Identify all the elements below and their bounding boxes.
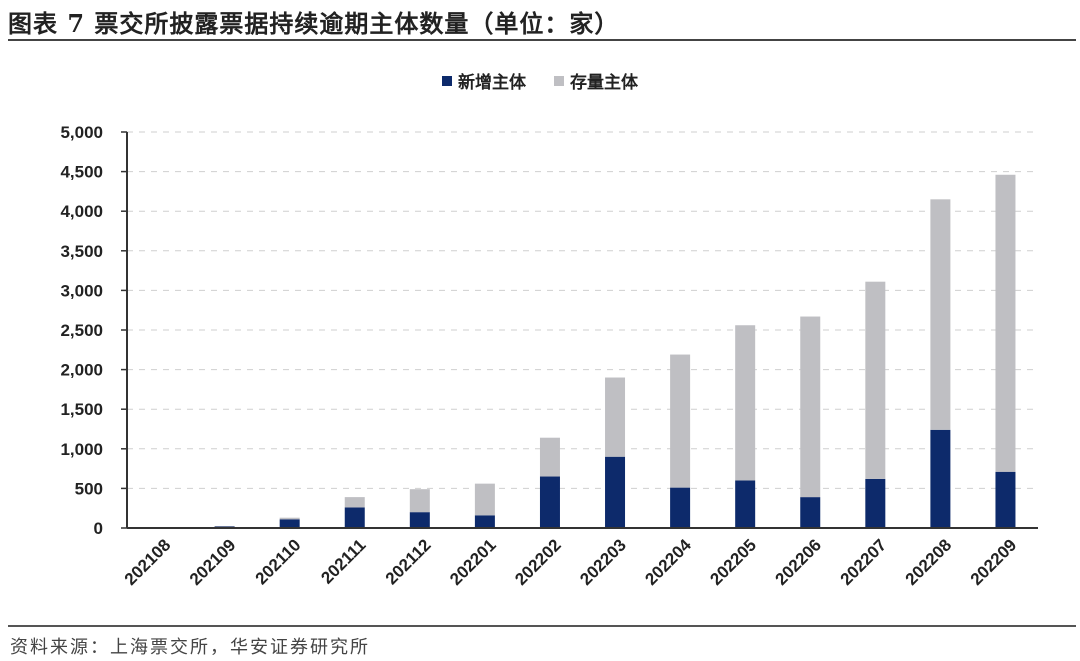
legend-label-existing: 存量主体 bbox=[570, 73, 638, 93]
bar-segment-existing bbox=[214, 526, 235, 527]
bar-segment-existing bbox=[605, 377, 626, 457]
y-tick-label: 4,000 bbox=[60, 202, 103, 221]
bar-segment-existing bbox=[474, 483, 495, 516]
legend-swatch-existing bbox=[554, 75, 564, 86]
bar-segment-new bbox=[409, 512, 430, 528]
bar-segment-existing bbox=[344, 497, 365, 508]
y-tick-label: 0 bbox=[94, 519, 103, 538]
bar-segment-new bbox=[995, 471, 1016, 528]
x-tick-label: 202204 bbox=[641, 535, 695, 589]
y-tick-label: 1,500 bbox=[60, 400, 103, 419]
bar-segment-existing bbox=[279, 517, 300, 520]
y-tick-label: 1,000 bbox=[60, 440, 103, 459]
bar-segment-new bbox=[865, 478, 886, 528]
stacked-bar-chart: 0 500 1,000 1,500 2,000 2,500 3,000 3,500 4,000 4… bbox=[60, 123, 1038, 589]
bar-segment-new bbox=[930, 429, 951, 528]
y-tick-label: 500 bbox=[75, 479, 103, 498]
bar-segment-new bbox=[344, 507, 365, 528]
source-divider bbox=[8, 625, 1076, 627]
bar-segment-new bbox=[605, 456, 626, 528]
y-tick-label: 2,000 bbox=[60, 361, 103, 380]
x-tick-label: 202109 bbox=[186, 535, 240, 589]
x-tick-label: 202207 bbox=[837, 535, 891, 589]
bar-segment-existing bbox=[865, 281, 886, 479]
title-divider bbox=[8, 39, 1076, 41]
bar-segment-new bbox=[735, 480, 756, 528]
bar-segment-existing bbox=[735, 325, 756, 481]
chart-legend: 新增主体 存量主体 bbox=[0, 68, 1080, 93]
y-tick-label: 4,500 bbox=[60, 163, 103, 182]
x-tick-label: 202209 bbox=[967, 535, 1021, 589]
y-tick-label: 3,500 bbox=[60, 242, 103, 261]
x-tick-label: 202202 bbox=[511, 535, 565, 589]
x-tick-label: 202111 bbox=[317, 535, 369, 587]
bar-segment-existing bbox=[539, 437, 560, 477]
x-tick-label: 202206 bbox=[772, 535, 826, 589]
x-tick-label: 202108 bbox=[121, 535, 175, 589]
bar-segment-existing bbox=[800, 316, 821, 498]
y-tick-label: 5,000 bbox=[60, 123, 103, 142]
x-tick-label: 202112 bbox=[382, 535, 435, 588]
x-tick-label: 202203 bbox=[576, 535, 630, 589]
bar-segment-existing bbox=[670, 354, 691, 488]
x-tick-label: 202110 bbox=[252, 535, 305, 588]
bar-segment-new bbox=[539, 476, 560, 528]
y-tick-label: 3,000 bbox=[60, 281, 103, 300]
bar-segment-existing bbox=[995, 174, 1016, 472]
legend-item-existing: 存量主体 bbox=[554, 68, 638, 93]
bar-segment-new bbox=[670, 487, 691, 528]
legend-swatch-new bbox=[442, 75, 452, 86]
bar-segment-existing bbox=[930, 199, 951, 430]
y-tick-label: 2,500 bbox=[60, 321, 103, 340]
bar-segment-new bbox=[279, 519, 300, 528]
bar-segment-new bbox=[800, 497, 821, 528]
bar-segment-new bbox=[474, 515, 495, 528]
x-tick-label: 202208 bbox=[902, 535, 956, 589]
x-tick-label: 202201 bbox=[446, 535, 500, 589]
legend-item-new: 新增主体 bbox=[442, 68, 526, 93]
legend-label-new: 新增主体 bbox=[458, 73, 526, 93]
x-tick-label: 202205 bbox=[706, 535, 760, 589]
source-note: 资料来源：上海票交所，华安证券研究所 bbox=[10, 637, 370, 658]
bar-segment-existing bbox=[409, 489, 430, 513]
chart-title: 图表 7 票交所披露票据持续逾期主体数量（单位：家） bbox=[8, 9, 620, 38]
